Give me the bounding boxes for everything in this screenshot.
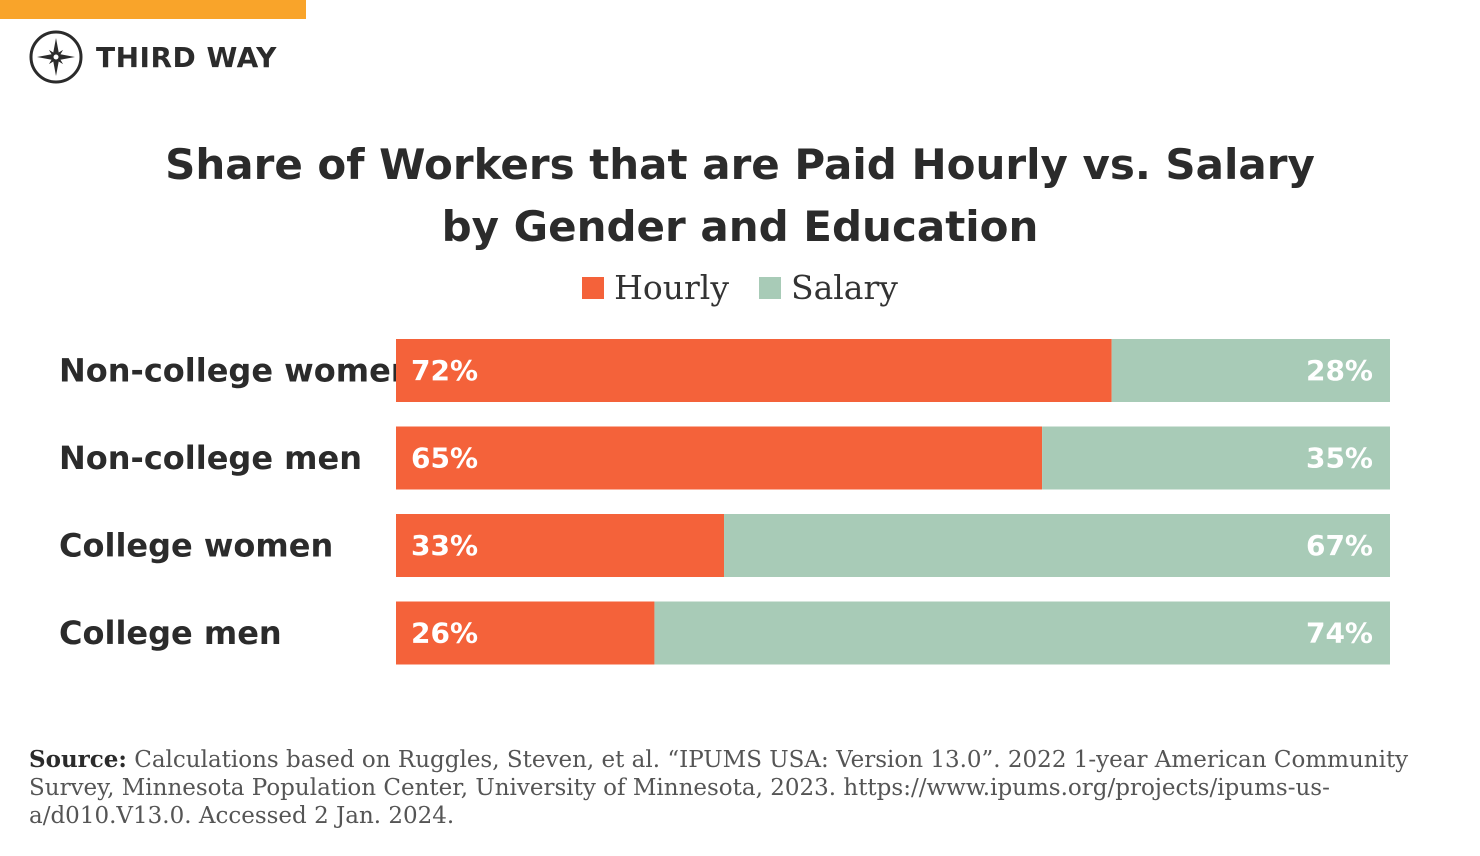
chart-title-line-2: by Gender and Education [441,202,1039,251]
chart-title-line-1: Share of Workers that are Paid Hourly vs… [165,140,1315,189]
source-text: Calculations based on Ruggles, Steven, e… [29,747,1409,829]
bar-hourly-college-men [396,601,655,665]
bar-salary-non-college-women [1111,339,1390,402]
bar-hourly-college-women [396,514,725,577]
bar-hourly-non-college-women [396,339,1112,402]
category-label-college-men: College men [59,614,282,652]
data-label-salary-college-men: 74% [1306,617,1373,650]
category-label-non-college-men: Non-college men [59,439,362,477]
data-label-salary-non-college-men: 35% [1306,442,1373,475]
category-label-college-women: College women [59,527,333,565]
bar-salary-college-women [724,514,1390,577]
data-label-salary-college-women: 67% [1306,529,1373,562]
source-label: Source: [29,746,127,773]
legend-item-hourly: Hourly [582,268,729,307]
brand-header: THIRD WAY [28,29,277,85]
chart-title: Share of Workers that are Paid Hourly vs… [0,134,1480,258]
data-label-hourly-non-college-women: 72% [411,354,478,387]
legend-swatch-hourly [582,276,605,299]
source-note: Source: Calculations based on Ruggles, S… [29,746,1449,830]
legend-item-salary: Salary [758,268,898,307]
brand-name: THIRD WAY [96,40,277,74]
bar-salary-non-college-men [1042,426,1390,490]
bar-salary-college-men [654,601,1390,665]
data-label-hourly-non-college-men: 65% [411,442,478,475]
data-label-salary-non-college-women: 28% [1306,354,1373,387]
legend-label-salary: Salary [790,268,898,307]
legend-label-hourly: Hourly [614,268,729,307]
legend-swatch-salary [758,276,781,299]
bar-hourly-non-college-men [396,426,1043,490]
top-accent-stripe [0,0,306,19]
data-label-hourly-college-men: 26% [411,617,478,650]
chart-legend: Hourly Salary [0,268,1480,307]
data-label-hourly-college-women: 33% [411,529,478,562]
compass-logo-icon [29,30,83,84]
category-label-non-college-women: Non-college women [59,352,414,390]
